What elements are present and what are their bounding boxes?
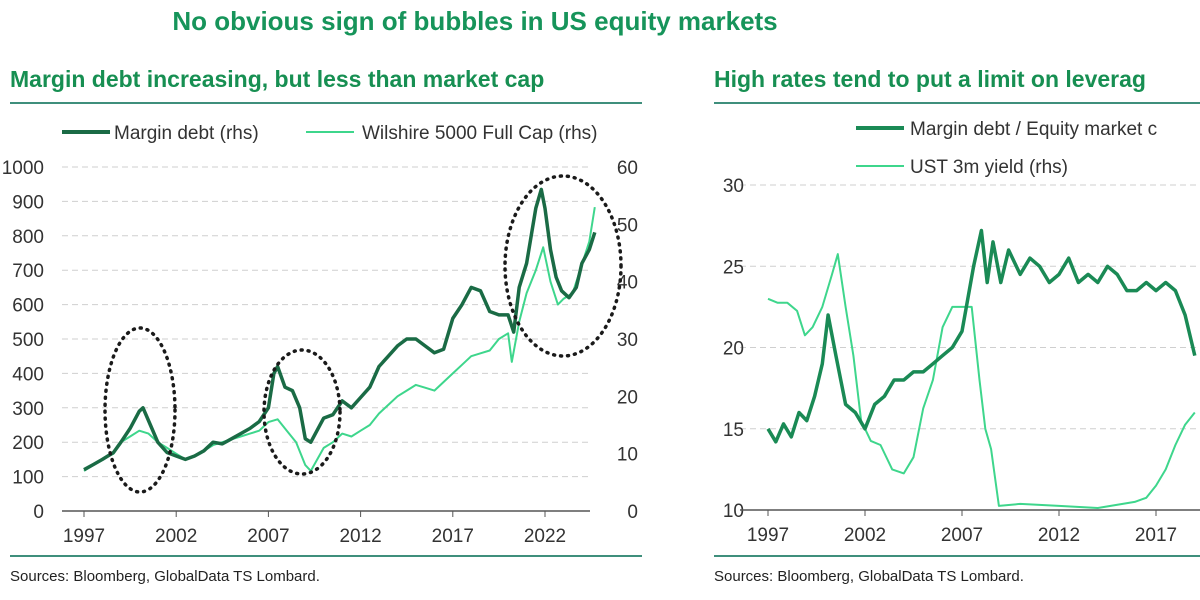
x-tick-label: 2002 [844,525,886,546]
x-tick-label: 2017 [432,526,474,547]
left-chart-title: Margin debt increasing, but less than ma… [10,66,545,92]
y-tick-left: 700 [12,261,44,282]
y-tick-left: 400 [12,364,44,385]
x-tick-label: 2022 [524,526,566,547]
y-tick-left: 20 [723,339,744,360]
y-tick-right: 0 [627,502,638,523]
legend-label-wilshire: Wilshire 5000 Full Cap (rhs) [362,123,597,144]
series-line-margin-debt-equity-market-c [766,228,1197,444]
y-tick-right: 40 [617,273,638,294]
y-tick-right: 10 [617,445,638,466]
y-tick-left: 10 [723,501,744,522]
x-tick-label: 1997 [747,525,789,546]
y-tick-left: 200 [12,433,44,454]
y-tick-left: 25 [723,257,744,278]
x-tick-label: 2012 [1038,525,1080,546]
y-tick-right: 50 [617,215,638,236]
y-tick-left: 100 [12,468,44,489]
right-source: Sources: Bloomberg, GlobalData TS Lombar… [714,568,1024,585]
annotation-ellipse-2022 [503,174,623,358]
right-chart-title: High rates tend to put a limit on levera… [714,66,1146,92]
y-tick-left: 15 [723,420,744,441]
legend-label-margin-debt: Margin debt (rhs) [114,123,259,144]
series-line-ust-3m-yield-rhs- [767,253,1196,509]
x-tick-label: 1997 [63,526,105,547]
legend-label-ratio: Margin debt / Equity market c [910,119,1157,140]
y-tick-left: 800 [12,227,44,248]
x-tick-label: 2002 [155,526,197,547]
x-tick-label: 2007 [247,526,289,547]
left-footer-rule [10,555,642,557]
right-footer-rule [714,555,1200,557]
annotation-ellipse-2000 [103,326,177,494]
annotation-ellipse-2007 [262,348,342,476]
x-tick-label: 2007 [941,525,983,546]
left-title-rule [10,102,642,104]
y-tick-left: 300 [12,399,44,420]
right-title-rule [714,102,1200,104]
y-tick-left: 30 [723,176,744,197]
main-title: No obvious sign of bubbles in US equity … [172,6,778,36]
y-tick-right: 60 [617,158,638,179]
series-line-margin-debt-rhs- [83,187,597,472]
series-line-wilshire-5000-full-cap-rhs- [83,206,596,472]
x-tick-label: 2012 [339,526,381,547]
x-tick-label: 2017 [1135,525,1177,546]
left-source: Sources: Bloomberg, GlobalData TS Lombar… [10,568,320,585]
y-tick-left: 900 [12,192,44,213]
y-tick-left: 0 [33,502,44,523]
y-tick-left: 600 [12,296,44,317]
y-tick-right: 20 [617,387,638,408]
legend-label-yield: UST 3m yield (rhs) [910,157,1068,178]
y-tick-left: 1000 [2,158,44,179]
y-tick-left: 500 [12,330,44,351]
y-tick-right: 30 [617,330,638,351]
